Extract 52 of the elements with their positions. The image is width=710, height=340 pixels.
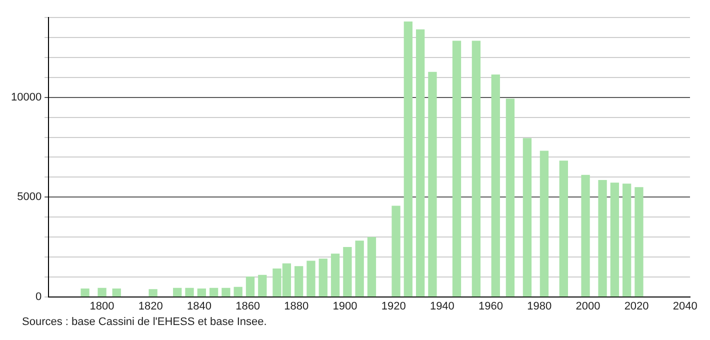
bar [173,288,182,297]
bar [112,288,121,297]
bar [355,240,364,297]
bar [318,258,328,297]
x-tick-label: 1920 [381,300,406,312]
source-note: Sources : base Cassini de l'EHESS et base Insee. [22,316,268,328]
x-tick-label: 1900 [332,300,358,312]
bar [294,266,304,297]
bar [491,74,500,297]
x-tick-label: 1860 [236,300,260,312]
x-tick-label: 1840 [186,300,212,312]
bar [598,180,607,297]
bar [148,289,158,297]
x-tick-label: 1960 [478,300,504,312]
x-tick-label: 1940 [430,300,454,312]
bar [581,174,590,297]
bar [506,98,515,297]
bar [416,29,425,297]
bar [559,160,568,297]
y-tick-label: 0 [35,290,42,303]
bar [80,288,90,297]
y-tick-label: 5000 [17,191,42,204]
bar [330,254,340,297]
bar [258,274,267,297]
x-tick-label: 1800 [90,300,114,312]
bar [522,138,532,297]
x-tick-label: 2040 [672,300,698,312]
bar [634,187,644,297]
bar [343,247,352,297]
x-tick-label: 2020 [624,300,649,312]
x-tick-label: 1880 [284,300,309,312]
bar [404,21,412,297]
bar [540,150,549,297]
bar [472,40,481,297]
bar [428,72,437,297]
bar [222,288,230,297]
bar [197,288,206,297]
x-tick-label: 2000 [576,300,600,312]
bar [246,276,255,297]
y-tick-label: 10000 [10,91,42,104]
bar [306,260,316,297]
bar [622,184,632,297]
bar [367,237,376,297]
bar [392,206,400,297]
bar [452,40,462,297]
bar [185,288,194,297]
x-tick-label: 1820 [138,300,163,312]
bar [209,288,218,297]
bar [234,286,242,297]
x-tick-label: 1980 [527,300,552,312]
bar [610,182,620,297]
bar [98,288,106,297]
